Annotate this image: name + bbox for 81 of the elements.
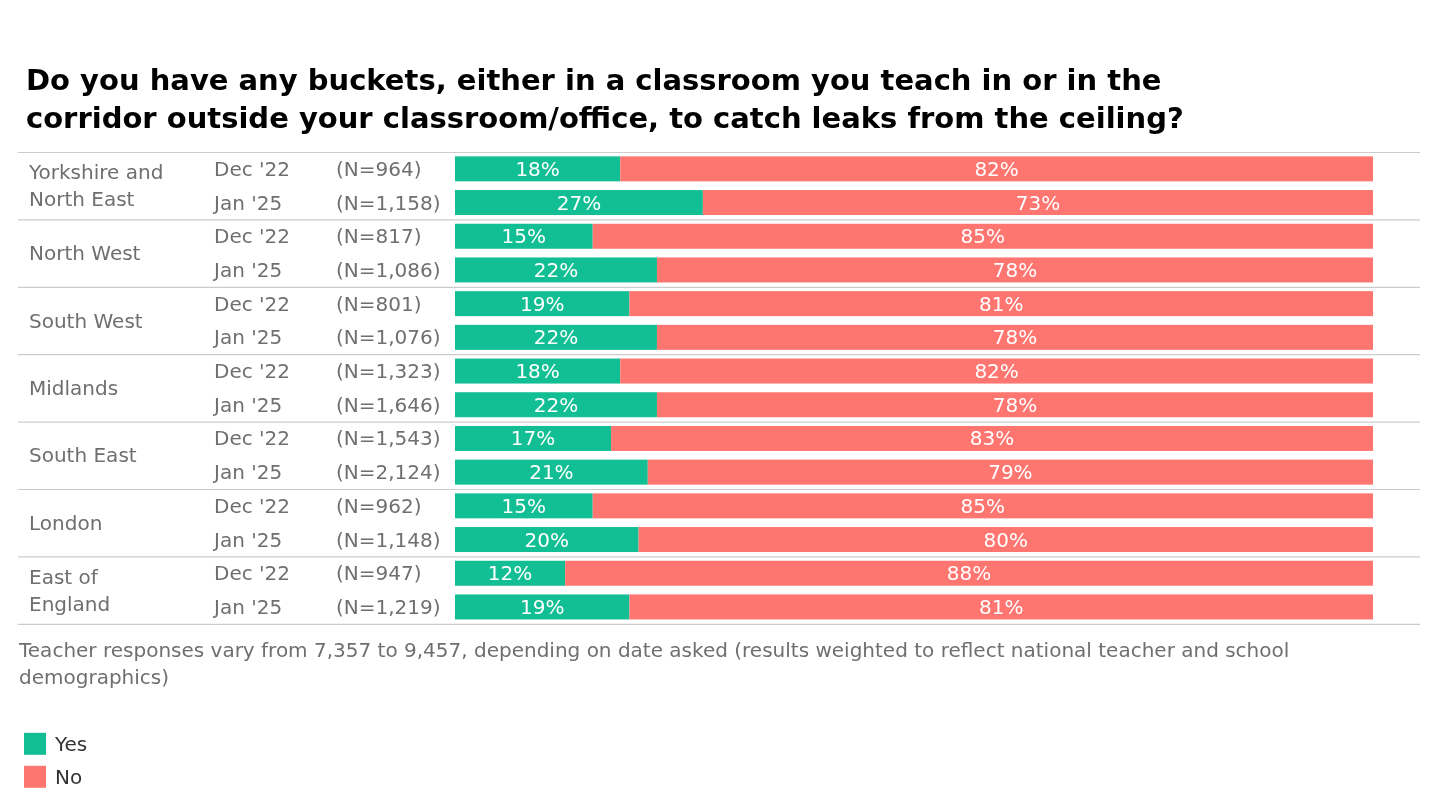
data-label: 82%	[974, 359, 1019, 384]
bar	[611, 425, 1373, 451]
bar	[620, 358, 1373, 384]
category-label: Jan '25 (N=1,086)	[214, 257, 441, 282]
data-label: 85%	[960, 224, 1006, 249]
bar	[455, 324, 657, 350]
bar	[647, 459, 1373, 485]
data-label: 78%	[992, 325, 1038, 350]
bar	[629, 291, 1373, 317]
bar	[702, 190, 1373, 216]
data-label: 17%	[510, 426, 556, 451]
bar	[656, 257, 1373, 283]
bar	[592, 493, 1373, 519]
bar	[455, 156, 621, 182]
bar	[592, 223, 1373, 249]
data-label: 20%	[524, 527, 570, 552]
data-label: 19%	[519, 291, 565, 316]
bar	[455, 291, 630, 317]
data-label: 73%	[1015, 190, 1061, 215]
data-label: 12%	[487, 561, 533, 586]
data-label: 88%	[946, 561, 992, 586]
category-label: Jan '25 (N=1,076)	[214, 325, 441, 350]
bar	[638, 527, 1373, 553]
bar	[455, 425, 612, 451]
bar	[565, 560, 1373, 586]
category-label: Jan '25 (N=1,148)	[214, 527, 441, 552]
category-label: Dec '22 (N=817)	[214, 224, 422, 249]
bar	[455, 190, 703, 216]
data-label: 18%	[515, 359, 560, 384]
bar	[629, 594, 1373, 620]
data-label: 22%	[533, 325, 579, 350]
data-label: 81%	[978, 291, 1024, 316]
text: Teacher responses vary from 7,357 to 9,457, depending on date asked (results weighted to reflect national teacher and school demographics)	[18, 637, 1290, 689]
bar	[455, 594, 630, 620]
data-label: 79%	[988, 460, 1033, 485]
bar	[620, 156, 1373, 182]
chart-title: Do you have any buckets, either in a classroom you teach in or in the corridor outside your classroom/office, to catch leaks from the ceiling?	[26, 63, 1184, 135]
category-label: Jan '25 (N=1,219)	[214, 594, 441, 619]
data-label: 21%	[529, 460, 574, 485]
category-label: Jan '25 (N=1,646)	[214, 392, 441, 417]
data-label: 15%	[501, 224, 547, 249]
category-label: Dec '22 (N=801)	[214, 291, 422, 316]
bar	[455, 257, 657, 283]
text: South West	[29, 308, 143, 333]
bar	[455, 223, 593, 249]
data-label: 19%	[519, 594, 565, 619]
category-label: Dec '22 (N=1,543)	[214, 426, 441, 451]
bar	[455, 527, 639, 553]
category-label: Dec '22 (N=947)	[214, 561, 422, 586]
bar	[455, 560, 566, 586]
text: Midlands	[29, 375, 119, 400]
bar	[656, 392, 1373, 418]
text: Yorkshire and North East	[28, 160, 164, 212]
category-label: Dec '22 (N=1,323)	[214, 359, 441, 384]
bar	[455, 459, 648, 485]
text: London	[29, 510, 103, 535]
data-label: 22%	[533, 257, 579, 282]
data-label: 81%	[978, 594, 1024, 619]
legend-label: Yes	[54, 731, 88, 756]
bar	[656, 324, 1373, 350]
bar	[455, 493, 593, 519]
category-label: Dec '22 (N=964)	[214, 156, 422, 181]
data-label: 83%	[969, 426, 1015, 451]
data-label: 78%	[992, 257, 1038, 282]
text: East of England	[29, 564, 111, 616]
data-label: 27%	[556, 190, 602, 215]
data-label: 18%	[515, 156, 560, 181]
data-label: 22%	[533, 392, 579, 417]
text: North West	[29, 241, 141, 266]
bar	[455, 392, 657, 418]
legend-label: No	[55, 764, 83, 789]
data-label: 82%	[974, 156, 1019, 181]
category-label: Jan '25 (N=1,158)	[214, 190, 441, 215]
category-label: Jan '25 (N=2,124)	[214, 460, 441, 485]
bar	[455, 358, 621, 384]
category-label: Dec '22 (N=962)	[214, 493, 422, 518]
text: South East	[29, 443, 137, 468]
data-label: 80%	[983, 527, 1029, 552]
data-label: 85%	[960, 493, 1006, 518]
data-label: 78%	[992, 392, 1038, 417]
data-label: 15%	[501, 493, 547, 518]
